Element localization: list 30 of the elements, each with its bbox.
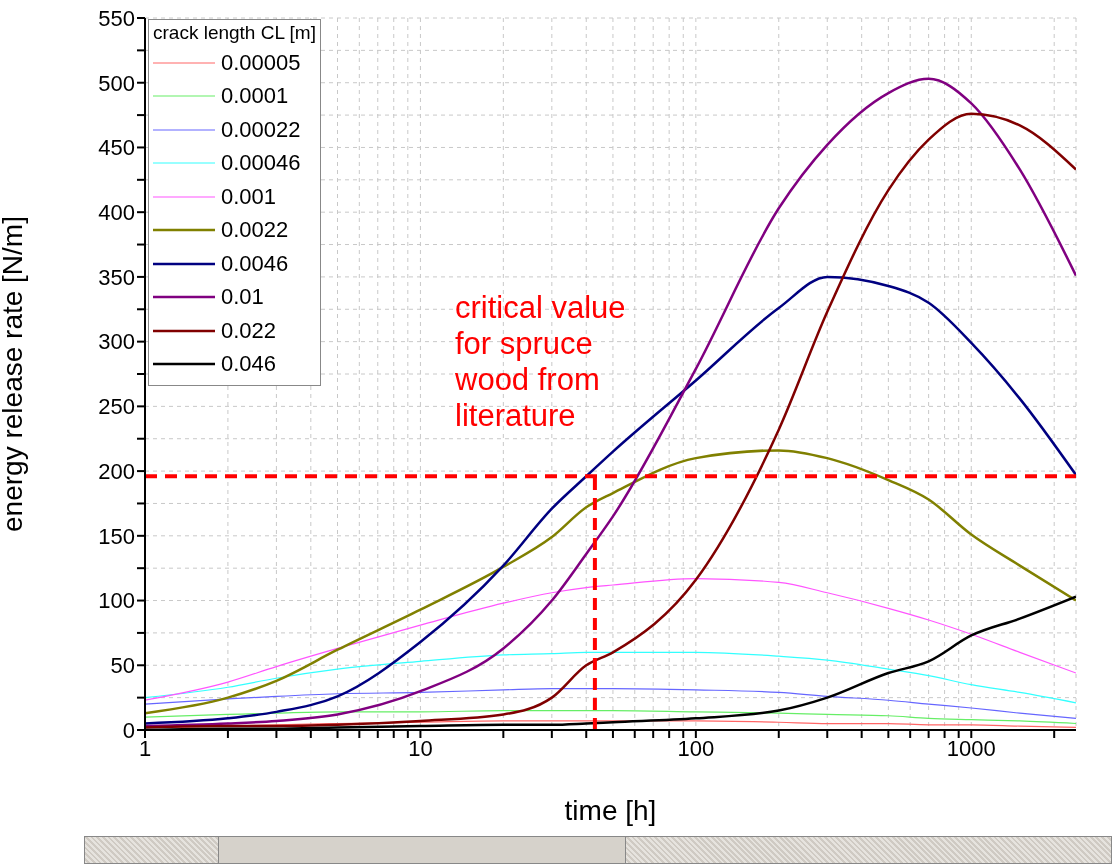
legend-label: 0.0046 bbox=[221, 250, 289, 277]
y-tick-label: 300 bbox=[98, 329, 135, 355]
legend-label: 0.01 bbox=[221, 284, 264, 311]
x-tick-label: 10 bbox=[408, 735, 433, 761]
y-tick-label: 500 bbox=[98, 70, 135, 96]
y-tick-label: 550 bbox=[98, 5, 135, 31]
x-tick-label: 100 bbox=[677, 735, 715, 761]
x-axis-title: time [h] bbox=[564, 795, 657, 826]
y-tick-label: 350 bbox=[98, 264, 135, 290]
y-tick-label: 200 bbox=[98, 458, 135, 484]
y-tick-label: 0 bbox=[122, 717, 135, 743]
y-tick-label: 250 bbox=[98, 394, 135, 420]
legend-label: 0.001 bbox=[221, 183, 277, 210]
annotation: critical value for spruce wood from literature bbox=[455, 290, 626, 434]
legend-label: 0.0022 bbox=[221, 217, 289, 244]
y-tick-label: 150 bbox=[98, 523, 135, 549]
x-tick-label: 1 bbox=[138, 735, 152, 761]
x-tick-label: 1000 bbox=[946, 735, 996, 761]
y-tick-label: 100 bbox=[98, 588, 135, 614]
legend-label: 0.00005 bbox=[221, 49, 301, 76]
legend-label: 0.022 bbox=[221, 317, 277, 344]
y-tick-label: 50 bbox=[110, 653, 135, 679]
legend-title: crack length CL [m] bbox=[153, 22, 316, 44]
legend-label: 0.0001 bbox=[221, 83, 289, 110]
legend-label: 0.00022 bbox=[221, 116, 301, 143]
legend-label: 0.00046 bbox=[221, 150, 301, 177]
y-tick-label: 400 bbox=[98, 199, 135, 225]
legend-label: 0.046 bbox=[221, 351, 277, 378]
y-axis-title: energy release rate [N/m] bbox=[0, 216, 28, 532]
y-tick-label: 450 bbox=[98, 135, 135, 161]
